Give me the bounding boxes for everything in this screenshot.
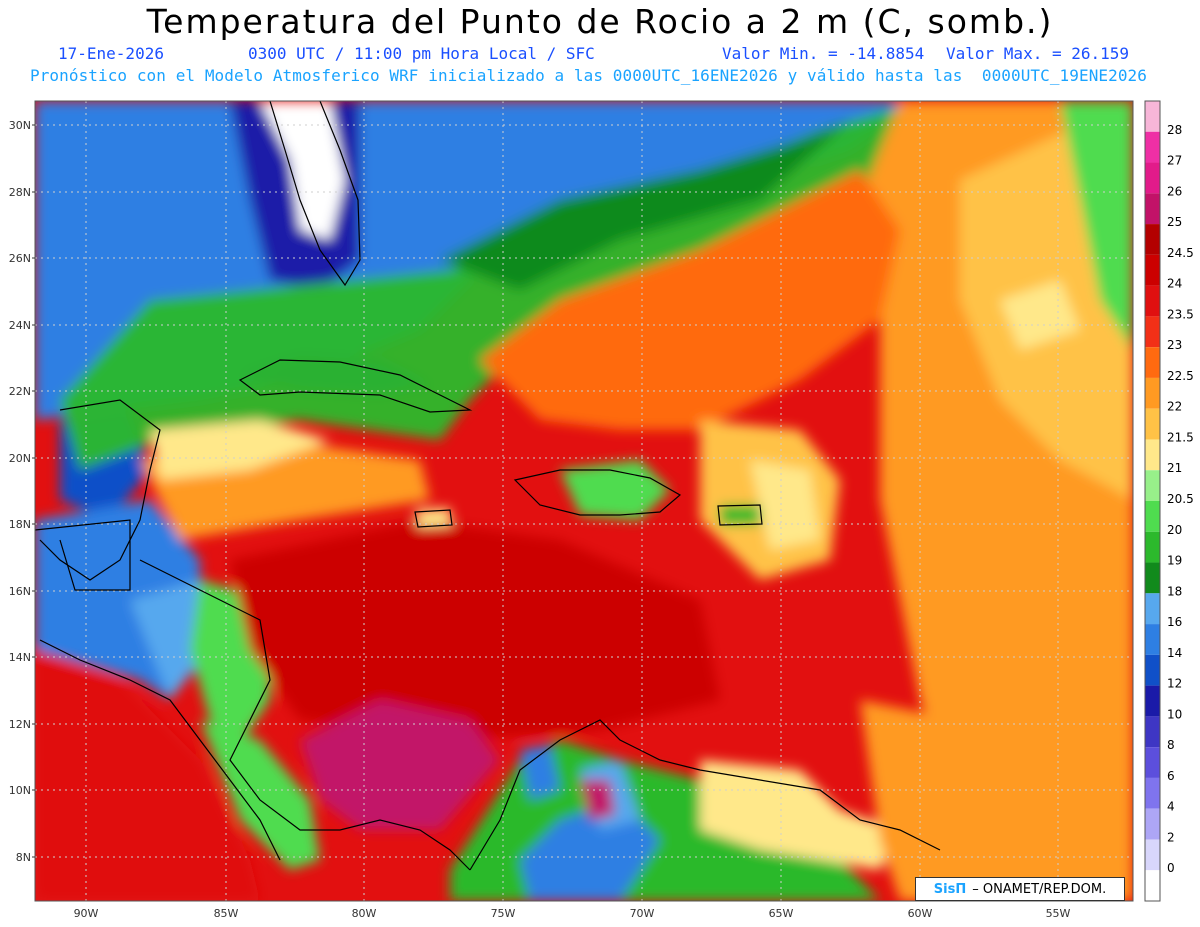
lat-label: 8N [16, 851, 31, 864]
lat-label: 16N [9, 585, 31, 598]
colorbar-swatch [1145, 870, 1160, 901]
lat-label: 30N [9, 119, 31, 132]
colorbar-swatch [1145, 470, 1160, 501]
dewpoint-field [35, 101, 1133, 901]
colorbar-label: 23 [1167, 338, 1182, 352]
colorbar-swatch [1145, 501, 1160, 532]
colorbar-label: 23.5 [1167, 307, 1194, 321]
colorbar-swatch [1145, 131, 1160, 163]
colorbar-swatch [1145, 808, 1160, 840]
colorbar-swatch [1145, 193, 1160, 225]
colorbar-label: 0 [1167, 861, 1175, 875]
lat-label: 10N [9, 784, 31, 797]
colorbar: 2827262524.52423.52322.52221.52120.52019… [1144, 100, 1194, 902]
forecast-date: 17-Ene-2026 [58, 44, 164, 63]
colorbar-label: 20 [1167, 523, 1182, 537]
colorbar-label: 12 [1167, 677, 1182, 691]
colorbar-label: 27 [1167, 154, 1182, 168]
max-value: Valor Max. = 26.159 [946, 44, 1130, 63]
lat-label: 14N [9, 651, 31, 664]
colorbar-swatch [1145, 347, 1160, 378]
colorbar-swatch [1145, 224, 1160, 255]
latitude-labels: 30N 28N 26N 24N 22N 20N 18N 16N 14N 12N 10N 8N [9, 119, 35, 864]
colorbar-label: 21 [1167, 461, 1182, 475]
colorbar-label: 22 [1167, 400, 1182, 414]
lon-label: 80W [352, 907, 377, 920]
colorbar-label: 26 [1167, 184, 1182, 198]
colorbar-swatch [1145, 101, 1160, 132]
colorbar-label: 16 [1167, 615, 1182, 629]
colorbar-swatch [1145, 285, 1160, 317]
lon-label: 65W [769, 907, 794, 920]
lon-label: 70W [630, 907, 655, 920]
colorbar-swatch [1145, 593, 1160, 625]
colorbar-swatch [1145, 377, 1160, 409]
colorbar-swatch [1145, 562, 1160, 594]
colorbar-swatch [1145, 747, 1160, 778]
lat-label: 24N [9, 319, 31, 332]
colorbar-label: 24.5 [1167, 246, 1194, 260]
colorbar-label: 18 [1167, 584, 1182, 598]
colorbar-label: 22.5 [1167, 369, 1194, 383]
lat-label: 26N [9, 252, 31, 265]
colorbar-swatch [1145, 254, 1160, 286]
lat-label: 22N [9, 385, 31, 398]
colorbar-frame [1144, 100, 1161, 902]
colorbar-label: 2 [1167, 830, 1175, 844]
colorbar-swatch [1145, 716, 1160, 748]
lat-label: 18N [9, 518, 31, 531]
lon-label: 55W [1046, 907, 1071, 920]
colorbar-swatch [1145, 685, 1160, 717]
colorbar-swatch [1145, 316, 1160, 348]
colorbar-label: 19 [1167, 554, 1182, 568]
colorbar-swatch [1145, 654, 1160, 686]
lat-label: 28N [9, 186, 31, 199]
colorbar-label: 25 [1167, 215, 1182, 229]
coastlines [35, 101, 941, 871]
colorbar-label: 10 [1167, 707, 1182, 721]
credit-text: – ONAMET/REP.DOM. [972, 881, 1107, 897]
lon-label: 85W [214, 907, 239, 920]
min-value: Valor Min. = -14.8854 [722, 44, 925, 63]
colorbar-swatch [1145, 408, 1160, 440]
colorbar-label: 4 [1167, 800, 1175, 814]
forecast-time: 0300 UTC / 11:00 pm Hora Local / SFC [248, 44, 595, 63]
colorbar-label: 8 [1167, 738, 1175, 752]
sispi-logo: SisΠ [933, 881, 967, 897]
colorbar-label: 14 [1167, 646, 1182, 660]
colorbar-label: 21.5 [1167, 430, 1194, 444]
colorbar-swatch [1145, 531, 1160, 563]
longitude-labels: 90W 85W 80W 75W 70W 65W 60W 55W [74, 907, 1071, 920]
colorbar-label: 24 [1167, 277, 1182, 291]
colorbar-label: 28 [1167, 123, 1182, 137]
colorbar-swatch [1145, 839, 1160, 871]
colorbar-label: 6 [1167, 769, 1175, 783]
colorbar-swatch [1145, 624, 1160, 655]
lon-label: 90W [74, 907, 99, 920]
colorbar-swatch [1145, 777, 1160, 809]
colorbar-swatch [1145, 162, 1160, 194]
colorbar-swatch [1145, 439, 1160, 471]
lat-label: 20N [9, 452, 31, 465]
lon-label: 60W [908, 907, 933, 920]
map-title: Temperatura del Punto de Rocio a 2 m (C,… [146, 2, 1054, 41]
lat-label: 12N [9, 718, 31, 731]
colorbar-label: 20.5 [1167, 492, 1194, 506]
model-info: Pronóstico con el Modelo Atmosferico WRF… [30, 66, 1147, 85]
credit-box: SisΠ – ONAMET/REP.DOM. [915, 877, 1125, 901]
lon-label: 75W [491, 907, 516, 920]
